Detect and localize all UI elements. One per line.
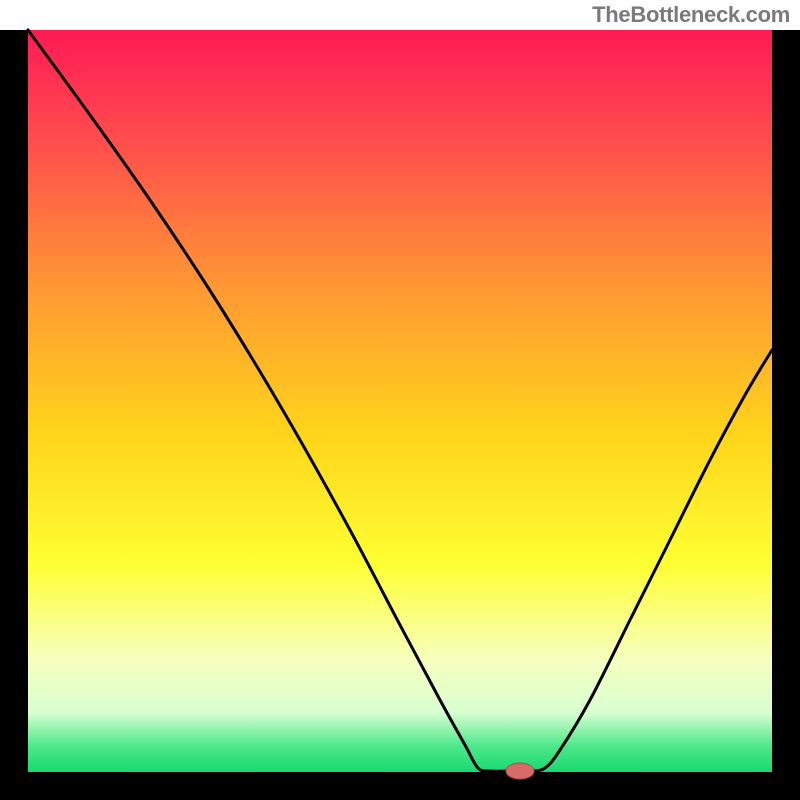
bottom-bar bbox=[0, 772, 800, 800]
gradient-plot bbox=[0, 0, 800, 800]
chart-canvas: TheBottleneck.com bbox=[0, 0, 800, 800]
min-marker bbox=[506, 763, 534, 779]
watermark-text: TheBottleneck.com bbox=[592, 2, 790, 28]
left-bar bbox=[0, 30, 28, 800]
right-bar bbox=[772, 30, 800, 800]
gradient-field bbox=[28, 30, 772, 772]
